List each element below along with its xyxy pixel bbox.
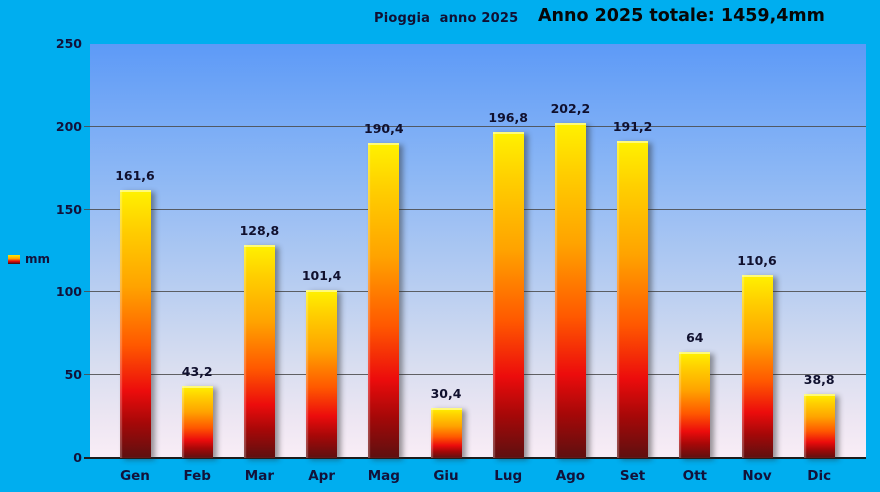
chart-title: Pioggia anno 2025: [374, 11, 519, 26]
plot-area: 161,6 43,2 128,8 101,4 190,4 30,4 196,8 202,2 19…: [84, 44, 866, 459]
bar-gen: [119, 190, 151, 458]
bar-lug: [492, 132, 524, 458]
value-label-set: 191,2: [612, 119, 653, 135]
y-tick-label-0: 0: [73, 450, 82, 465]
x-tick-label-feb: Feb: [183, 468, 211, 484]
y-tick-label-250: 250: [55, 36, 82, 51]
value-label-lug: 196,8: [488, 110, 528, 126]
value-label-feb: 43,2: [181, 364, 213, 380]
x-tick-label-ago: Ago: [555, 468, 586, 484]
x-tick-label-mag: Mag: [367, 468, 400, 484]
gridline-150: [84, 208, 866, 210]
x-tick-label-lug: Lug: [494, 468, 523, 484]
value-label-mag: 190,4: [364, 120, 404, 136]
bar-ago: [554, 123, 586, 458]
gridline-100: [84, 291, 866, 293]
y-tick-label-200: 200: [55, 118, 82, 134]
value-label-ott: 64: [686, 330, 704, 346]
bar-nov: [741, 274, 773, 458]
legend-label: mm: [25, 252, 51, 266]
bar-ott: [679, 352, 711, 458]
bar-mag: [368, 142, 400, 458]
gridline-200: [84, 125, 866, 127]
x-tick-label-gen: Gen: [120, 468, 150, 484]
value-label-dic: 38,8: [803, 371, 835, 387]
value-label-nov: 110,6: [737, 252, 777, 268]
y-tick-label-100: 100: [55, 284, 82, 300]
value-label-mar: 128,8: [239, 222, 280, 238]
value-label-giu: 30,4: [430, 385, 462, 401]
gridline-50: [84, 374, 866, 376]
x-tick-label-ott: Ott: [682, 468, 707, 484]
bar-giu: [430, 407, 462, 458]
x-tick-label-nov: Nov: [742, 468, 772, 484]
bar-mar: [243, 244, 275, 458]
legend-swatch-icon: [8, 254, 20, 264]
legend: mm: [8, 252, 50, 266]
total-title: Anno 2025 totale: 1459,4mm: [538, 6, 825, 26]
bar-apr: [306, 290, 338, 458]
x-axis-line: [84, 457, 866, 459]
bar-dic: [803, 393, 835, 458]
y-tick-label-50: 50: [64, 367, 82, 383]
value-label-ago: 202,2: [550, 101, 591, 117]
x-tick-label-dic: Dic: [807, 468, 832, 484]
value-label-apr: 101,4: [301, 268, 342, 284]
x-tick-label-mar: Mar: [244, 468, 274, 484]
y-tick-label-150: 150: [55, 201, 82, 217]
bar-feb: [181, 386, 213, 458]
bar-set: [617, 141, 649, 458]
x-tick-label-apr: Apr: [308, 468, 335, 484]
x-tick-label-set: Set: [619, 468, 646, 484]
x-tick-label-giu: Giu: [433, 468, 459, 484]
value-label-gen: 161,6: [115, 168, 155, 184]
